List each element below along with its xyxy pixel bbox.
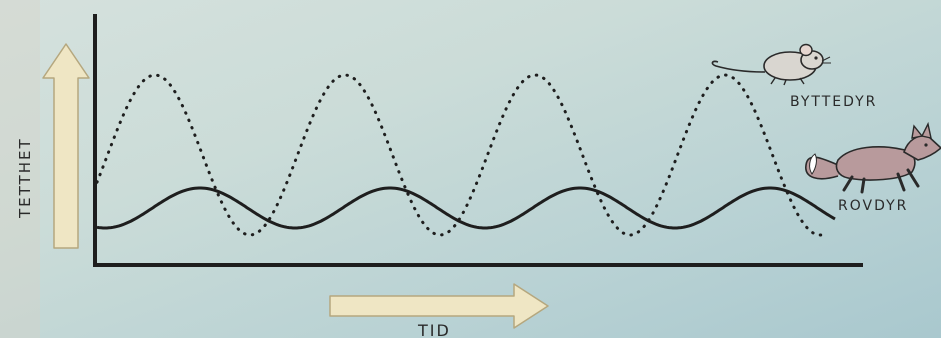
x-axis-label: TID xyxy=(417,321,451,338)
fox-icon xyxy=(805,121,941,194)
x-axis-arrow xyxy=(329,283,549,329)
y-axis-label: TETTHET xyxy=(16,137,34,219)
prey-label: BYTTEDYR xyxy=(790,94,877,110)
predator-curve xyxy=(96,186,836,230)
left-edge-texture xyxy=(0,0,40,338)
y-axis-arrow xyxy=(42,43,90,249)
prey-curve xyxy=(95,73,823,237)
predator-label: ROVDYR xyxy=(838,198,908,214)
mouse-icon xyxy=(711,43,831,86)
